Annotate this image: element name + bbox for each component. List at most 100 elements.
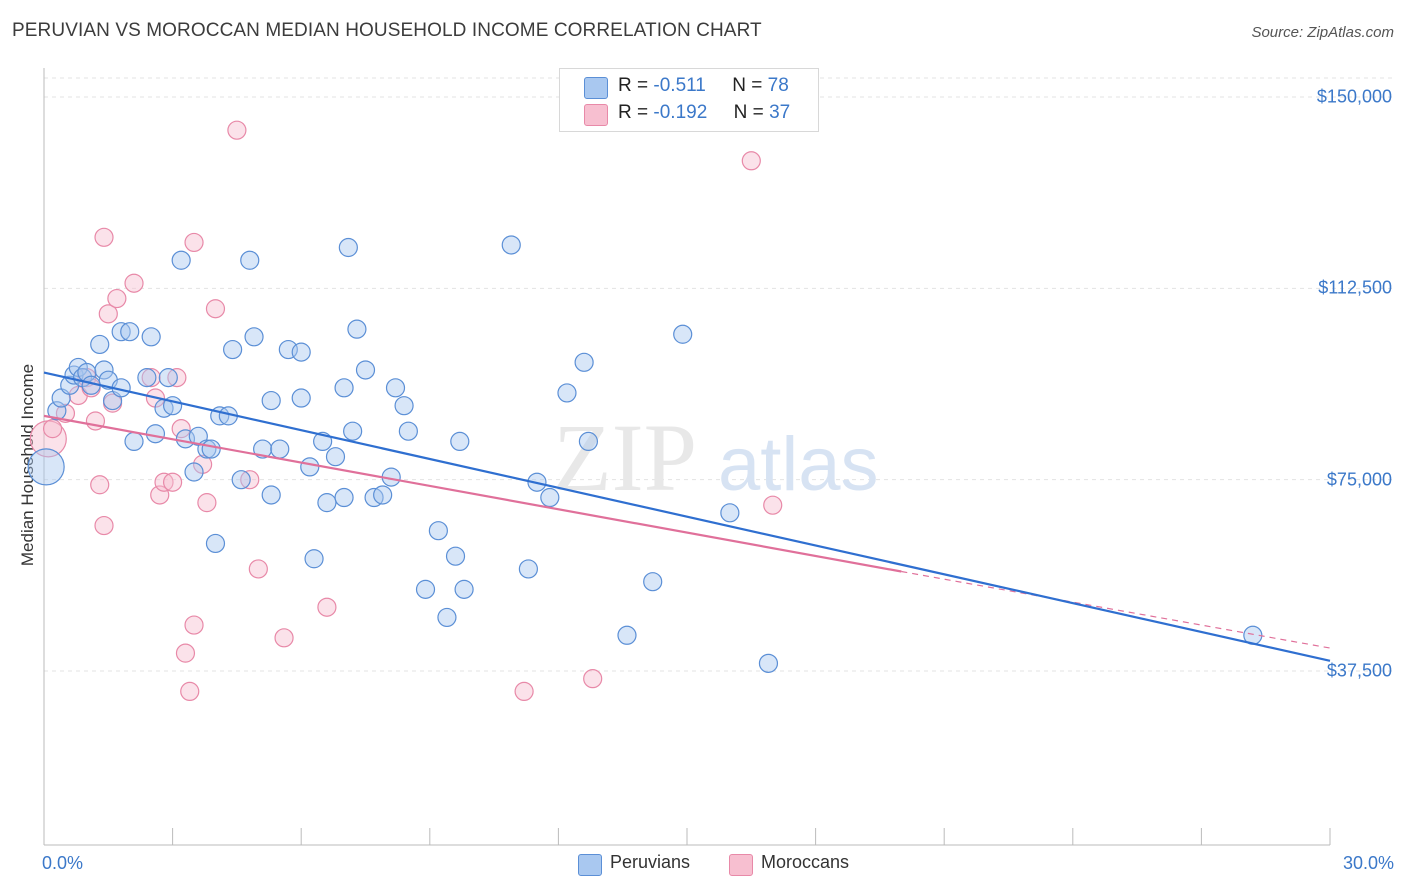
legend-moroccans-swatch — [729, 854, 753, 876]
peruvians-point — [201, 439, 221, 459]
peruvians-point — [171, 250, 191, 270]
moroccans-r-value: -0.192 — [653, 102, 708, 123]
peruvians-point — [385, 378, 406, 398]
watermark-zip: ZIP — [553, 404, 697, 511]
peruvians-point — [240, 250, 260, 270]
peruvians-point — [347, 319, 367, 339]
legend-moroccans-label: Moroccans — [761, 852, 850, 872]
peruvians-point — [720, 503, 740, 523]
legend-peruvians-swatch — [578, 854, 602, 876]
peruvians-point — [261, 390, 281, 411]
peruvians-point — [47, 401, 67, 421]
peruvians-point — [394, 396, 414, 416]
peruvians-points — [27, 235, 1263, 673]
stats-box: R = -0.511 N = 78 R = -0.192 N = 37 — [559, 68, 819, 132]
peruvians-point — [373, 485, 393, 505]
moroccans-point — [141, 368, 161, 388]
peruvians-point — [557, 383, 577, 403]
peruvians-point — [90, 334, 110, 355]
moroccans-n-label: N = — [733, 102, 764, 123]
moroccans-swatch — [584, 104, 608, 126]
peruvians-point — [317, 493, 337, 513]
peruvians-point — [578, 431, 599, 451]
moroccans-point — [124, 273, 144, 293]
x-tick-min: 0.0% — [42, 853, 84, 873]
peruvians-point — [94, 360, 114, 380]
peruvians-trend-line — [43, 371, 1331, 662]
y-tick-label: $37,500 — [1326, 660, 1392, 681]
stats-row-peruvians: R = -0.511 N = 78 — [560, 75, 818, 103]
peruvians-point — [184, 462, 204, 482]
moroccans-point — [171, 419, 191, 439]
stats-row-moroccans: R = -0.192 N = 37 — [560, 102, 818, 130]
peruvians-r-label: R = — [618, 75, 649, 96]
moroccans-point — [227, 120, 247, 140]
y-tick-label: $75,000 — [1326, 469, 1392, 490]
moroccans-point — [107, 288, 127, 309]
watermark-atlas: atlas — [718, 422, 879, 507]
peruvians-point — [617, 625, 637, 645]
peruvians-point — [518, 559, 538, 579]
peruvians-point — [501, 235, 521, 255]
grid-lines — [44, 77, 1396, 672]
peruvians-point — [244, 327, 264, 347]
peruvians-n-value: 78 — [767, 75, 789, 96]
moroccans-point — [94, 227, 114, 247]
moroccans-point — [197, 493, 217, 513]
moroccans-point — [583, 669, 603, 689]
peruvians-point — [398, 421, 418, 441]
peruvians-point — [334, 378, 354, 398]
moroccans-point — [90, 475, 110, 495]
peruvians-point — [231, 470, 251, 490]
moroccans-point — [763, 495, 783, 515]
moroccans-n-value: 37 — [769, 102, 791, 123]
peruvians-point — [253, 439, 273, 459]
peruvians-point — [540, 487, 560, 508]
x-tick-max: 30.0% — [1342, 853, 1394, 873]
y-tick-label: $112,500 — [1318, 277, 1392, 298]
peruvians-point — [574, 352, 594, 372]
peruvians-point — [338, 237, 358, 258]
peruvians-point — [415, 579, 436, 599]
moroccans-point — [184, 232, 204, 253]
peruvians-point — [304, 549, 324, 569]
peruvians-point — [27, 448, 65, 486]
moroccans-point — [274, 628, 294, 648]
peruvians-point — [445, 546, 466, 566]
y-tick-label: $150,000 — [1316, 86, 1392, 107]
watermark: ZIP atlas — [553, 404, 879, 511]
peruvians-point — [223, 339, 243, 360]
peruvians-n-label: N = — [732, 75, 763, 96]
moroccans-point — [42, 419, 63, 439]
trend-lines — [43, 371, 1331, 662]
peruvians-point — [145, 424, 166, 444]
moroccans-point — [514, 681, 534, 702]
moroccans-point — [94, 515, 114, 536]
moroccans-point — [98, 304, 118, 324]
peruvians-point — [643, 572, 663, 592]
peruvians-point — [158, 368, 178, 388]
moroccans-trend-extension — [901, 570, 1331, 649]
peruvians-point — [291, 388, 311, 408]
moroccans-point — [205, 299, 226, 319]
moroccans-point — [317, 597, 337, 617]
peruvians-point — [355, 360, 376, 380]
peruvians-point — [300, 457, 320, 477]
peruvians-point — [428, 521, 448, 541]
peruvians-point — [120, 322, 140, 342]
chart-title: PERUVIAN VS MOROCCAN MEDIAN HOUSEHOLD IN… — [12, 20, 762, 41]
moroccans-point — [184, 615, 204, 635]
peruvians-swatch — [584, 77, 608, 99]
peruvians-point — [343, 421, 363, 441]
peruvians-point — [758, 653, 779, 673]
moroccans-trend-line — [43, 414, 902, 573]
moroccans-r-label: R = — [618, 102, 649, 123]
moroccans-point — [180, 681, 200, 702]
moroccans-point — [163, 472, 183, 492]
peruvians-point — [437, 607, 457, 628]
axes — [43, 68, 1331, 846]
legend-peruvians-label: Peruvians — [610, 852, 691, 872]
moroccans-point — [248, 559, 268, 579]
peruvians-point — [454, 579, 474, 599]
